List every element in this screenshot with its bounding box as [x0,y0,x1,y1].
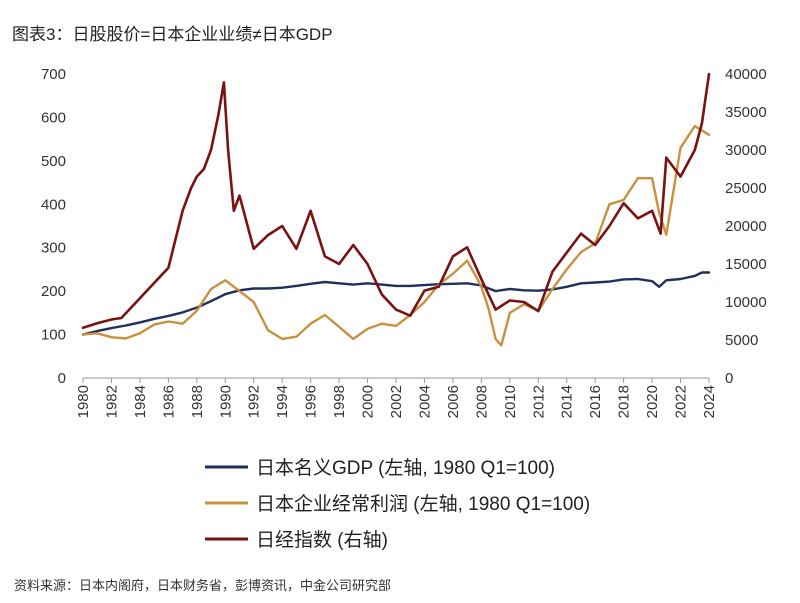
x-tick-label: 2020 [644,385,661,418]
x-tick-label: 2002 [388,385,405,418]
y-right-tick-label: 25000 [725,180,767,197]
series-line-profit [81,124,711,347]
legend-label-profit: 日本企业经常利润 (左轴, 1980 Q1=100) [256,493,590,515]
x-tick-label: 2014 [559,385,576,418]
y-right-tick-label: 15000 [725,256,767,273]
y-right-tick-label: 10000 [725,294,767,311]
y-right-tick-label: 30000 [725,142,767,159]
x-tick-label: 1980 [75,385,92,418]
y-left-tick-label: 600 [41,109,66,126]
x-tick-label: 2012 [530,385,547,418]
source-note: 资料来源：日本内阁府，日本财务省，彭博资讯，中金公司研究部 [14,578,392,593]
x-tick-label: 1984 [132,385,149,418]
x-tick-label: 2018 [616,385,633,418]
x-tick-label: 1994 [274,385,291,418]
y-right-tick-label: 40000 [725,66,767,83]
y-right-tick-label: 0 [725,370,733,387]
y-left-tick-label: 400 [41,196,66,213]
legend-label-nikkei: 日经指数 (右轴) [256,529,388,551]
y-left-tick-label: 200 [41,283,66,300]
x-tick-label: 1986 [160,385,177,418]
y-left-tick-label: 300 [41,240,66,257]
y-left-tick-label: 100 [41,327,66,344]
x-tick-label: 2004 [416,385,433,418]
y-right-tick-label: 35000 [725,104,767,121]
x-tick-label: 2006 [445,385,462,418]
chart-title: 图表3：日股股价=日本企业业绩≠日本GDP [12,25,333,44]
x-tick-label: 2010 [502,385,519,418]
x-tick-label: 1996 [303,385,320,418]
x-tick-label: 1988 [189,385,206,418]
y-right-tick-label: 5000 [725,332,758,349]
y-left-tick-label: 700 [41,66,66,83]
y-right-tick-label: 20000 [725,218,767,235]
x-tick-label: 1982 [103,385,120,418]
y-left-tick-label: 500 [41,153,66,170]
x-tick-label: 1992 [246,385,263,418]
series-line-nikkei [81,72,711,330]
x-tick-label: 2000 [360,385,377,418]
x-tick-label: 1998 [331,385,348,418]
x-tick-label: 2008 [473,385,490,418]
x-tick-label: 1990 [217,385,234,418]
y-left-tick-label: 0 [58,370,66,387]
x-tick-label: 2024 [701,385,718,418]
x-tick-label: 2022 [673,385,690,418]
legend-label-gdp: 日本名义GDP (左轴, 1980 Q1=100) [256,457,555,479]
series-line-gdp [81,271,711,336]
x-tick-label: 2016 [587,385,604,418]
